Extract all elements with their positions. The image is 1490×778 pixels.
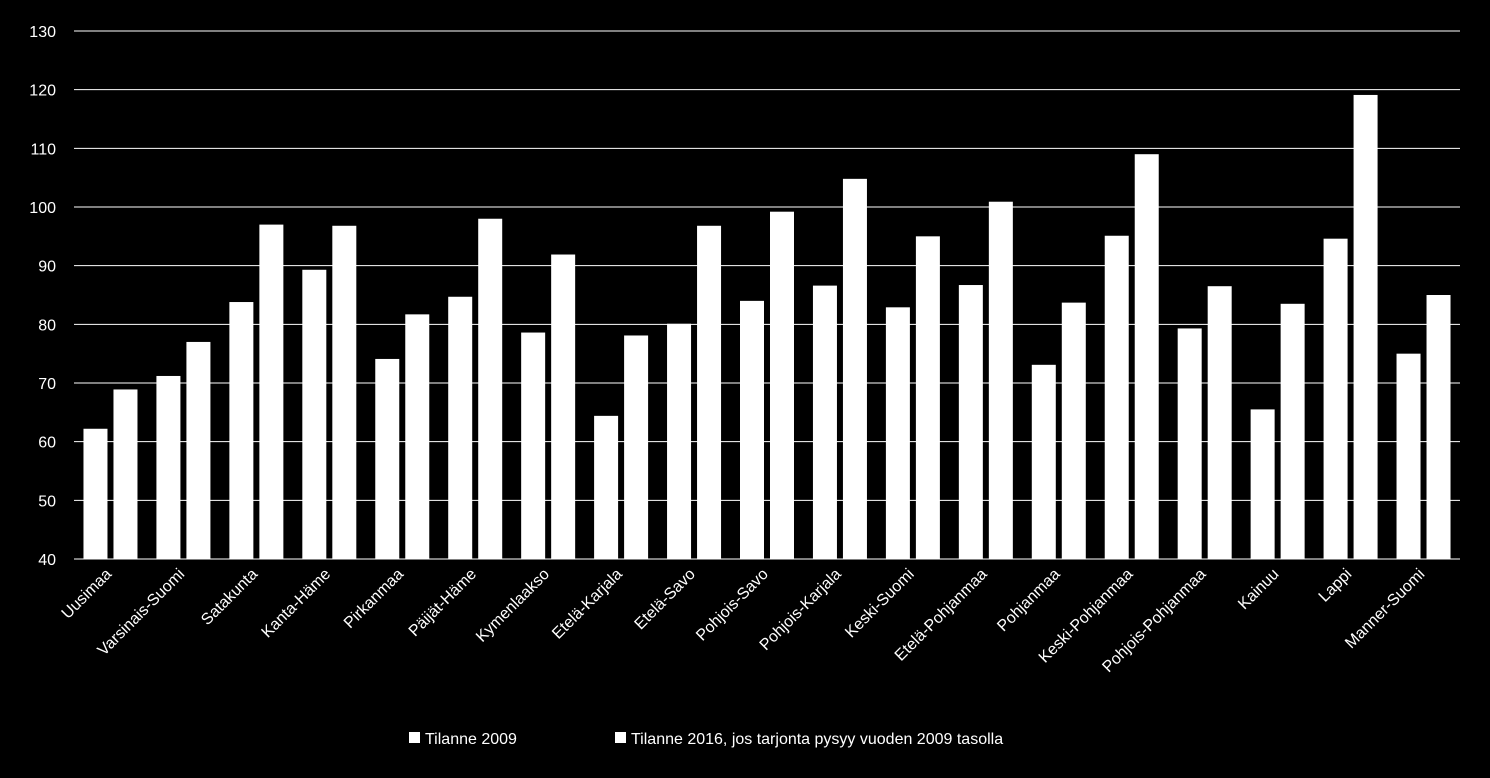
x-tick-label: Lappi xyxy=(1316,566,1356,606)
bar-2009-2 xyxy=(229,302,254,559)
bar-2009-5 xyxy=(448,296,473,559)
bar-2009-8 xyxy=(667,323,692,559)
bar-2009-17 xyxy=(1323,238,1348,559)
bar-2016-17 xyxy=(1353,94,1378,560)
bar-2016-6 xyxy=(551,254,576,559)
x-tick-label: Pohjanmaa xyxy=(994,566,1063,635)
y-tick-label: 110 xyxy=(30,141,56,158)
legend-label-2016: Tilanne 2016, jos tarjonta pysyy vuoden … xyxy=(631,731,1003,748)
x-tick-label: Etelä-Karjala xyxy=(549,566,626,643)
bar-2016-11 xyxy=(915,236,940,560)
x-tick-label: Kainuu xyxy=(1235,566,1282,613)
y-axis: 40 50 60 70 80 90 100 110 120 130 xyxy=(29,24,56,569)
legend-swatch-2016 xyxy=(615,732,626,743)
x-tick-label: Keski-Suomi xyxy=(842,566,918,642)
bar-2016-13 xyxy=(1061,302,1086,559)
bar-2009-3 xyxy=(302,269,327,559)
bar-2009-7 xyxy=(594,415,619,559)
x-tick-label: Manner-Suomi xyxy=(1342,566,1428,652)
bar-2016-12 xyxy=(988,201,1013,559)
bar-2016-9 xyxy=(770,211,794,559)
y-tick-label: 130 xyxy=(29,24,56,41)
bar-2016-10 xyxy=(842,178,867,559)
x-tick-label: Päijät-Häme xyxy=(406,566,480,640)
bar-2016-15 xyxy=(1207,286,1232,559)
y-tick-label: 90 xyxy=(38,259,56,276)
bar-2009-18 xyxy=(1396,353,1421,559)
y-tick-label: 120 xyxy=(29,83,56,100)
x-tick-label: Pohjois-Savo xyxy=(693,566,772,645)
x-tick-label: Uusimaa xyxy=(59,566,116,623)
bar-2009-0 xyxy=(83,428,108,559)
bar-2016-14 xyxy=(1134,154,1159,559)
bar-2009-11 xyxy=(885,307,910,559)
bars xyxy=(83,94,1451,560)
bar-2009-6 xyxy=(521,332,546,559)
bar-2016-8 xyxy=(697,225,722,560)
bar-2016-16 xyxy=(1280,303,1305,559)
bar-2009-10 xyxy=(812,285,837,559)
y-tick-label: 70 xyxy=(38,376,56,393)
bar-2016-0 xyxy=(113,389,138,559)
bar-2016-4 xyxy=(405,314,430,559)
bar-2016-5 xyxy=(478,218,503,559)
bar-2009-13 xyxy=(1031,364,1056,559)
x-tick-label: Pirkanmaa xyxy=(341,566,407,632)
y-tick-label: 80 xyxy=(38,317,56,334)
y-tick-label: 60 xyxy=(38,435,56,452)
legend-swatch-2009 xyxy=(409,732,420,743)
legend-label-2009: Tilanne 2009 xyxy=(425,731,517,748)
legend: Tilanne 2009 Tilanne 2016, jos tarjonta … xyxy=(409,731,1003,748)
x-tick-label: Kymenlaakso xyxy=(473,566,553,646)
y-tick-label: 40 xyxy=(38,552,56,569)
bar-2009-15 xyxy=(1177,328,1202,559)
bar-2016-1 xyxy=(186,341,211,559)
bar-2016-2 xyxy=(259,224,284,559)
bar-2009-14 xyxy=(1104,235,1129,559)
bar-2009-16 xyxy=(1250,409,1275,559)
bar-2009-1 xyxy=(156,375,181,559)
x-tick-label: Satakunta xyxy=(198,566,261,629)
bar-2016-18 xyxy=(1426,295,1451,559)
bar-2009-4 xyxy=(375,358,400,559)
y-tick-label: 100 xyxy=(29,200,56,217)
bar-2016-7 xyxy=(624,335,649,559)
x-tick-label: Kanta-Häme xyxy=(259,566,335,642)
bar-2009-9 xyxy=(740,300,764,559)
x-tick-label: Etelä-Savo xyxy=(632,566,699,633)
bar-2016-3 xyxy=(332,225,357,560)
y-tick-label: 50 xyxy=(38,493,56,510)
bar-2009-12 xyxy=(958,285,983,559)
